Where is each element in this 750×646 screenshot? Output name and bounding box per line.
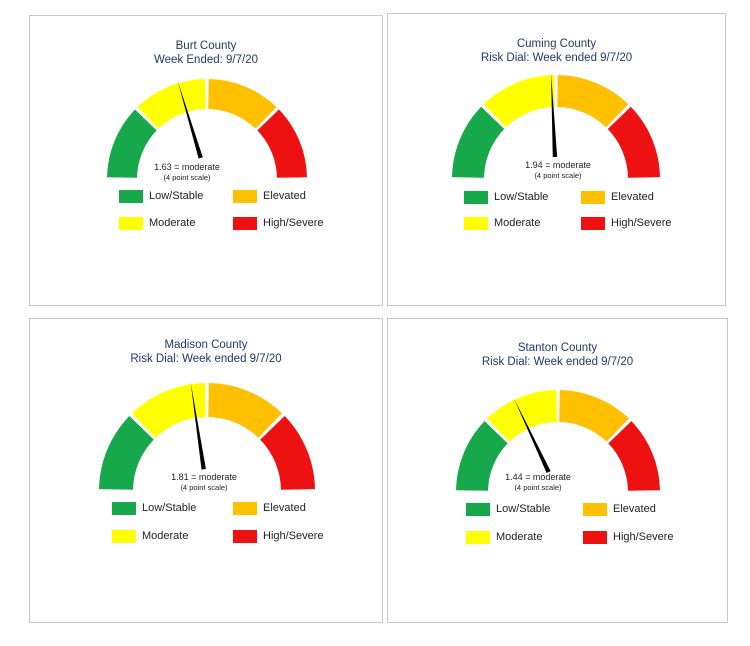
legend-label-elevated: Elevated (613, 503, 656, 515)
gauge-subtitle: Risk Dial: Week ended 9/7/20 (480, 52, 633, 64)
legend-swatch-low (112, 502, 136, 515)
dial-band-low (107, 109, 157, 178)
legend-label-high: High/Severe (263, 217, 324, 229)
legend-label-moderate: Moderate (494, 217, 541, 229)
legend-label-low: Low/Stable (496, 503, 551, 515)
dial-value-label: 1.63 = moderate (154, 162, 220, 172)
gauge-title: Stanton County (517, 342, 598, 354)
dial-band-elevated (559, 390, 629, 442)
legend-label-high: High/Severe (263, 530, 324, 542)
dial-band-moderate (131, 383, 206, 438)
legend-label-moderate: Moderate (496, 531, 543, 543)
dial-value-label: 1.81 = moderate (171, 472, 237, 482)
dial-band-moderate (483, 75, 555, 128)
legend-swatch-moderate (464, 217, 488, 230)
legend-label-moderate: Moderate (142, 530, 189, 542)
legend-label-moderate: Moderate (149, 217, 196, 229)
dial-value-label: 1.44 = moderate (505, 472, 571, 482)
legend-swatch-elevated (233, 190, 257, 203)
dial-band-moderate (137, 79, 206, 129)
legend-swatch-elevated (233, 502, 257, 515)
legend-swatch-low (119, 190, 143, 203)
dial-band-high (607, 106, 660, 178)
gauge-subtitle: Risk Dial: Week ended 9/7/20 (130, 353, 282, 365)
legend-label-low: Low/Stable (142, 502, 197, 514)
dial-band-low (99, 415, 154, 490)
legend-swatch-high (233, 530, 257, 543)
dial-needle (551, 73, 558, 158)
dial-scale-label: (4 point scale) (180, 483, 228, 492)
legend-label-high: High/Severe (611, 217, 672, 229)
legend-label-low: Low/Stable (149, 190, 204, 202)
gauge-title: Cuming County (516, 38, 597, 50)
dial-needle (513, 397, 551, 474)
legend-swatch-low (466, 503, 490, 516)
burt-county-panel: Burt County Week Ended: 9/7/20 1.63 = mo… (29, 15, 383, 306)
cuming-county-panel: Cuming County Risk Dial: Week ended 9/7/… (387, 13, 726, 306)
legend-swatch-low (464, 191, 488, 204)
dial-band-elevated (208, 383, 283, 438)
risk-dial (107, 79, 307, 178)
dial-band-low (456, 421, 508, 491)
gauge-subtitle: Risk Dial: Week ended 9/7/20 (481, 356, 634, 368)
gauge-title: Burt County (175, 40, 237, 52)
legend-swatch-elevated (581, 191, 605, 204)
madison-county-panel: Madison County Risk Dial: Week ended 9/7… (29, 318, 383, 623)
risk-dial (99, 382, 315, 490)
dial-needle (177, 81, 203, 159)
legend-swatch-moderate (112, 530, 136, 543)
legend-label-elevated: Elevated (263, 502, 306, 514)
dial-scale-label: (4 point scale) (163, 173, 211, 182)
risk-dial (456, 390, 660, 491)
dial-band-high (608, 421, 660, 491)
dial-value-label: 1.94 = moderate (525, 160, 591, 170)
dial-scale-label: (4 point scale) (514, 483, 562, 492)
dial-band-elevated (208, 79, 277, 129)
legend-swatch-elevated (583, 503, 607, 516)
legend-swatch-moderate (119, 217, 143, 230)
dial-band-elevated (557, 75, 629, 128)
legend-swatch-high (233, 217, 257, 230)
gauge-title: Madison County (164, 339, 248, 351)
stanton-county-panel: Stanton County Risk Dial: Week ended 9/7… (387, 318, 728, 623)
dial-needle (190, 382, 206, 470)
dial-band-low (452, 106, 505, 178)
gauge-subtitle: Week Ended: 9/7/20 (154, 54, 258, 66)
dial-scale-label: (4 point scale) (534, 171, 582, 180)
legend-label-low: Low/Stable (494, 191, 549, 203)
dial-band-high (260, 415, 315, 490)
legend-label-elevated: Elevated (611, 191, 654, 203)
legend-label-high: High/Severe (613, 531, 674, 543)
legend-label-elevated: Elevated (263, 190, 306, 202)
legend-swatch-high (583, 531, 607, 544)
dial-band-high (257, 109, 307, 178)
legend-swatch-high (581, 217, 605, 230)
legend-swatch-moderate (466, 531, 490, 544)
risk-dial (452, 73, 660, 178)
